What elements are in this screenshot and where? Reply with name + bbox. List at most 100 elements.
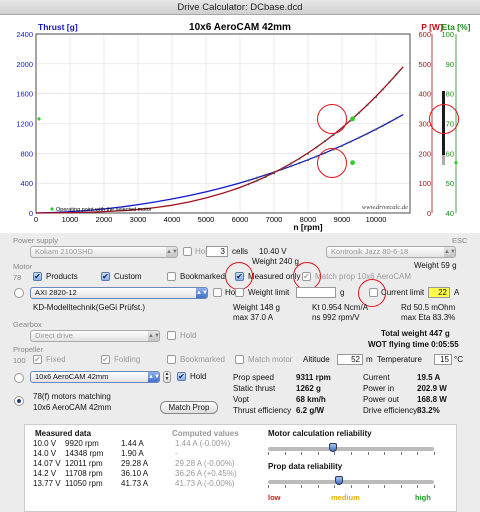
cells-input[interactable]: 3 <box>206 246 228 257</box>
annotation-circle-power <box>317 148 347 178</box>
gearbox-select[interactable]: Direct drive ▲▼ <box>30 330 160 342</box>
battery-weight: Weight 240 g <box>252 257 299 266</box>
x-tick-label: 0 <box>34 215 38 224</box>
measured-cell-a: 29.28 A <box>121 459 149 468</box>
temperature-input[interactable]: 15 <box>434 354 452 365</box>
prop-reliability-track <box>268 480 434 484</box>
series-point-1 <box>388 80 391 83</box>
prop-reliability-thumb[interactable] <box>335 476 344 485</box>
chart-title: 10x6 AeroCAM 42mm <box>189 22 291 33</box>
measured-cell-c: - <box>175 449 178 458</box>
motor-max-eta: max Eta 83.3% <box>401 313 456 322</box>
battery-select[interactable]: Kokam 2100SHD ▲▼ <box>30 246 178 258</box>
x-tick-label: 7000 <box>266 215 283 224</box>
result-label-left: Thrust efficiency <box>233 406 292 415</box>
battery-hold-checkbox[interactable] <box>183 247 192 256</box>
series-point-1 <box>306 152 310 155</box>
prop-bookmarked-checkbox[interactable] <box>167 355 176 364</box>
slider-tick <box>317 452 319 455</box>
esc-select[interactable]: Kontronik Jazz 80-6-18 ▲▼ <box>326 246 456 258</box>
measured-cell-v: 14.07 V <box>33 459 61 468</box>
battery-hold-label: Hold <box>195 247 212 256</box>
y-right1-tick-label: 600 <box>418 30 431 39</box>
measured-cell-a: 1.44 A <box>121 439 144 448</box>
slider-tick <box>434 485 435 488</box>
prop-radio[interactable] <box>14 373 24 383</box>
match-prop-button[interactable]: Match Prop <box>160 401 218 414</box>
prop-hold-checkbox[interactable]: ✔ <box>177 372 186 381</box>
result-value-right: 202.9 W <box>417 384 447 393</box>
current-limit-input[interactable]: 22 <box>428 287 450 298</box>
folding-checkbox[interactable]: ✔ <box>101 355 110 364</box>
y-right1-tick-label: 200 <box>418 149 431 158</box>
operating-marker-right <box>454 161 458 165</box>
series-point-1 <box>374 95 378 99</box>
x-tick-label: 1000 <box>62 215 79 224</box>
prop-bookmarked-label: Bookmarked <box>180 355 225 364</box>
x-tick-label: 4000 <box>164 215 181 224</box>
series-point-0 <box>374 128 378 131</box>
chart-area: 0 1000 2000 3000 4000 5000 6000 7000 8000 9000 100… <box>0 15 480 233</box>
series-point-0 <box>381 124 384 127</box>
prop-count: 100 <box>13 356 26 365</box>
result-value-left: 9311 rpm <box>296 373 331 382</box>
chevron-down-icon: ▲▼ <box>196 288 208 298</box>
series-point-0 <box>366 132 369 135</box>
motor-max-current: max 37.0 A <box>233 313 274 322</box>
series-point-0 <box>388 120 391 124</box>
motor-bookmarked-checkbox[interactable] <box>167 272 176 281</box>
measured-cell-v: 14.0 V <box>33 449 57 458</box>
motor-radio[interactable] <box>14 288 24 298</box>
result-label-left: Prop speed <box>233 373 274 382</box>
propeller-value: 10x6 AeroCAM 42mm <box>35 372 109 381</box>
supply-voltage: 10.40 V <box>259 247 287 256</box>
series-point-0 <box>298 162 301 165</box>
result-label-right: Power in <box>363 384 395 393</box>
measured-cell-rpm: 12011 rpm <box>65 459 103 468</box>
slider-tick <box>301 485 303 488</box>
prop-stepper[interactable]: ▲ ▼ <box>163 371 171 383</box>
y-right2-tick-label: 100 <box>441 30 454 39</box>
operating-point-thrust <box>350 116 355 122</box>
custom-checkbox[interactable]: ✔ <box>101 272 110 281</box>
gearbox-label: Gearbox <box>13 320 42 329</box>
motor-reliability-thumb[interactable] <box>328 443 337 452</box>
gearbox-hold-checkbox[interactable] <box>167 331 176 340</box>
plot-frame <box>35 33 411 214</box>
x-axis-title: n [rpm] <box>293 222 322 232</box>
window-title: Drive Calculator: DCbase.dcd <box>0 0 480 15</box>
motor-select[interactable]: AXI 2820-12 ▲▼ <box>30 287 208 299</box>
weight-limit-input[interactable] <box>296 287 336 298</box>
match-radio[interactable] <box>14 396 24 406</box>
chevron-down-icon: ▲▼ <box>166 247 178 257</box>
series-point-0 <box>306 158 310 162</box>
match-motor-checkbox[interactable] <box>235 355 244 364</box>
slider-tick <box>351 452 352 455</box>
measured-cell-rpm: 11708 rpm <box>65 469 103 478</box>
measured-cell-c: 41.73 A (-0.00%) <box>175 479 235 488</box>
result-value-left: 68 km/h <box>296 395 326 404</box>
annotation-circle-measured <box>225 262 253 290</box>
altitude-label: Altitude <box>303 355 330 364</box>
y-right1-tick-label: 100 <box>418 179 431 188</box>
esc-value: Kontronik Jazz 80-6-18 <box>331 247 409 256</box>
propeller-select[interactable]: 10x6 AeroCAM 42mm ▲▼ <box>30 371 160 383</box>
series-point-1 <box>366 103 369 106</box>
weight-limit-checkbox[interactable] <box>235 288 244 297</box>
motor-rd: Rd 50.5 mOhm <box>401 303 456 312</box>
power-supply-label: Power supply <box>13 236 59 245</box>
motor-hold-checkbox[interactable] <box>213 288 222 297</box>
slider-tick <box>268 485 269 488</box>
fixed-checkbox[interactable]: ✔ <box>33 355 42 364</box>
series-point-1 <box>272 172 276 175</box>
measured-cell-a: 1.90 A <box>121 449 144 458</box>
folding-label: Folding <box>114 355 141 364</box>
altitude-input[interactable]: 52 <box>337 354 363 365</box>
slider-tick <box>268 452 269 455</box>
y-left-tick-label: 1600 <box>16 90 33 99</box>
battery-value: Kokam 2100SHD <box>35 247 93 256</box>
x-tick-label: 5000 <box>198 215 215 224</box>
slider-tick <box>417 485 419 488</box>
chevron-down-icon: ▲▼ <box>148 372 160 382</box>
products-checkbox[interactable]: ✔ <box>33 272 42 281</box>
